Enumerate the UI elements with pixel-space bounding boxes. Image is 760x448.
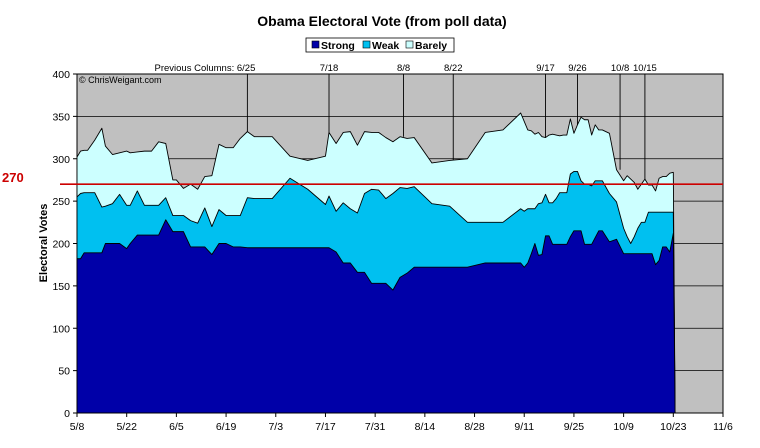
x-tick-label: 11/6 xyxy=(713,421,733,433)
x-axis-ticks: 5/8 5/22 6/5 6/19 7/3 7/17 7/31 8/14 8/28 9/11 9/2… xyxy=(70,413,733,433)
legend-label-barely: Barely xyxy=(415,40,447,52)
annotation-label: 9/17 xyxy=(536,63,555,74)
annotation-label: 10/8 xyxy=(611,63,630,74)
y-tick-label: 50 xyxy=(58,366,70,378)
x-tick-label: 7/17 xyxy=(315,421,336,433)
y-tick-label: 400 xyxy=(52,69,70,81)
y-axis-label: Electoral Votes xyxy=(38,204,50,283)
x-tick-label: 9/11 xyxy=(514,421,534,433)
y-axis-ticks: 0 50 100 150 200 250 300 350 400 xyxy=(52,69,77,420)
legend: Strong Weak Barely xyxy=(305,37,455,53)
annotation-label: 8/8 xyxy=(397,63,410,74)
annotation-label: 9/26 xyxy=(568,63,587,74)
x-tick-label: 7/31 xyxy=(365,421,386,433)
y-tick-label: 0 xyxy=(64,408,70,420)
x-tick-label: 5/8 xyxy=(70,421,85,433)
legend-swatch-weak xyxy=(362,40,371,49)
legend-label-strong: Strong xyxy=(321,40,355,52)
y-tick-label: 100 xyxy=(52,323,70,335)
x-tick-label: 9/25 xyxy=(564,421,585,433)
y-tick-label: 350 xyxy=(52,111,70,123)
copyright-note: © ChrisWeigant.com xyxy=(79,75,162,85)
x-tick-label: 6/5 xyxy=(169,421,184,433)
y-tick-label: 300 xyxy=(52,154,70,166)
y-tick-label: 200 xyxy=(52,239,70,251)
x-tick-label: 5/22 xyxy=(116,421,137,433)
x-tick-label: 8/28 xyxy=(464,421,485,433)
threshold-line-group: 270 xyxy=(2,170,723,185)
legend-swatch-strong xyxy=(311,40,320,49)
chart-title: Obama Electoral Vote (from poll data) xyxy=(257,13,506,29)
annotation-label: 10/15 xyxy=(633,63,657,74)
annotation-label: Previous Columns: 6/25 xyxy=(155,63,256,74)
x-tick-label: 8/14 xyxy=(415,421,436,433)
y-tick-label: 150 xyxy=(52,281,70,293)
legend-swatch-barely xyxy=(405,40,414,49)
annotation-label: 8/22 xyxy=(444,63,463,74)
threshold-label: 270 xyxy=(2,170,24,185)
legend-label-weak: Weak xyxy=(372,40,399,52)
annotation-label: 7/18 xyxy=(320,63,339,74)
annotation-markers: Previous Columns: 6/25 7/18 8/8 8/22 9/17 9/2… xyxy=(155,63,657,180)
series-areas xyxy=(76,112,676,414)
series-area-strong xyxy=(76,219,676,414)
x-tick-label: 10/23 xyxy=(660,421,686,433)
x-tick-label: 7/3 xyxy=(268,421,283,433)
x-tick-label: 10/9 xyxy=(613,421,634,433)
legend-box xyxy=(305,37,455,53)
y-tick-label: 250 xyxy=(52,196,70,208)
x-tick-label: 6/19 xyxy=(216,421,237,433)
